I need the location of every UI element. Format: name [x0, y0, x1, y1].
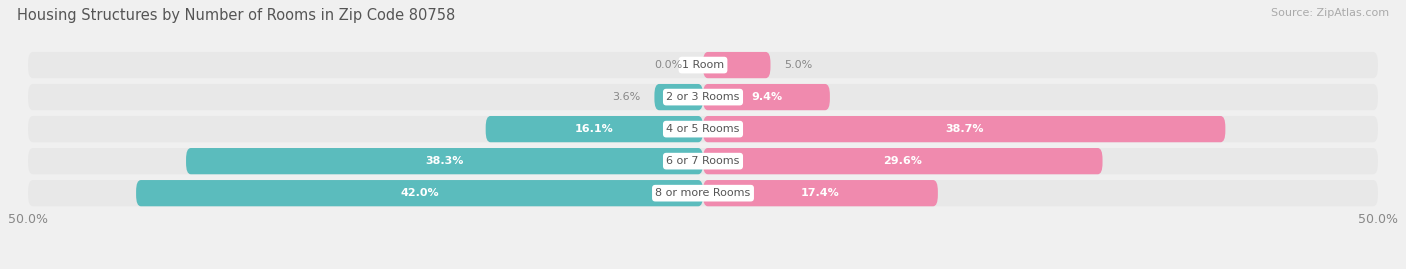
FancyBboxPatch shape	[136, 180, 703, 206]
Text: 2 or 3 Rooms: 2 or 3 Rooms	[666, 92, 740, 102]
FancyBboxPatch shape	[703, 116, 1226, 142]
Text: 9.4%: 9.4%	[751, 92, 782, 102]
Text: 16.1%: 16.1%	[575, 124, 614, 134]
FancyBboxPatch shape	[703, 148, 1102, 174]
Text: 3.6%: 3.6%	[613, 92, 641, 102]
Text: 42.0%: 42.0%	[401, 188, 439, 198]
Text: 0.0%: 0.0%	[655, 60, 683, 70]
Text: 17.4%: 17.4%	[801, 188, 839, 198]
FancyBboxPatch shape	[186, 148, 703, 174]
Text: 5.0%: 5.0%	[785, 60, 813, 70]
FancyBboxPatch shape	[28, 84, 1378, 110]
FancyBboxPatch shape	[485, 116, 703, 142]
FancyBboxPatch shape	[654, 84, 703, 110]
Text: 29.6%: 29.6%	[883, 156, 922, 166]
FancyBboxPatch shape	[28, 52, 1378, 78]
FancyBboxPatch shape	[703, 180, 938, 206]
Text: 6 or 7 Rooms: 6 or 7 Rooms	[666, 156, 740, 166]
Text: 8 or more Rooms: 8 or more Rooms	[655, 188, 751, 198]
Text: 38.3%: 38.3%	[426, 156, 464, 166]
Text: Housing Structures by Number of Rooms in Zip Code 80758: Housing Structures by Number of Rooms in…	[17, 8, 456, 23]
FancyBboxPatch shape	[28, 180, 1378, 206]
Text: 1 Room: 1 Room	[682, 60, 724, 70]
Text: 38.7%: 38.7%	[945, 124, 983, 134]
FancyBboxPatch shape	[28, 148, 1378, 174]
FancyBboxPatch shape	[703, 52, 770, 78]
FancyBboxPatch shape	[28, 116, 1378, 142]
FancyBboxPatch shape	[703, 84, 830, 110]
Text: 4 or 5 Rooms: 4 or 5 Rooms	[666, 124, 740, 134]
Text: Source: ZipAtlas.com: Source: ZipAtlas.com	[1271, 8, 1389, 18]
